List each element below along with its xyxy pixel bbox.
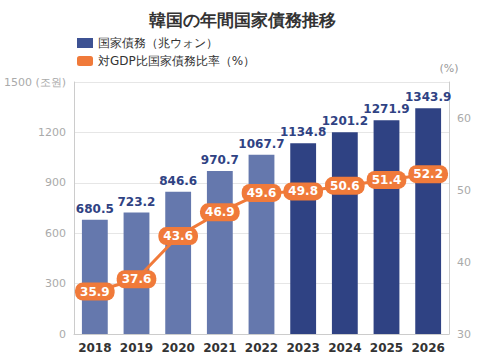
svg-text:50: 50 (457, 184, 471, 197)
svg-text:43.6: 43.6 (163, 229, 193, 243)
svg-text:0: 0 (59, 328, 66, 341)
svg-text:1271.9: 1271.9 (363, 102, 409, 116)
svg-text:1200: 1200 (38, 126, 66, 139)
svg-text:2021: 2021 (203, 341, 236, 355)
svg-text:680.5: 680.5 (76, 202, 114, 216)
svg-text:60: 60 (457, 112, 471, 125)
svg-text:35.9: 35.9 (80, 285, 110, 299)
svg-text:1067.7: 1067.7 (238, 137, 284, 151)
svg-text:50.6: 50.6 (330, 179, 360, 193)
svg-text:30: 30 (457, 328, 471, 341)
svg-text:46.9: 46.9 (205, 205, 235, 219)
svg-text:900: 900 (45, 176, 66, 189)
svg-text:2020: 2020 (161, 341, 194, 355)
svg-text:1343.9: 1343.9 (405, 90, 451, 104)
svg-text:846.6: 846.6 (159, 174, 197, 188)
svg-text:52.2: 52.2 (413, 167, 443, 181)
svg-text:37.6: 37.6 (122, 272, 152, 286)
svg-text:2019: 2019 (120, 341, 153, 355)
svg-text:51.4: 51.4 (372, 173, 402, 187)
svg-text:国家債務（兆ウォン）: 国家債務（兆ウォン） (98, 36, 218, 50)
svg-text:2024: 2024 (328, 341, 361, 355)
svg-text:1201.2: 1201.2 (322, 114, 368, 128)
svg-text:723.2: 723.2 (118, 195, 156, 209)
svg-text:970.7: 970.7 (201, 153, 239, 167)
svg-text:2023: 2023 (286, 341, 319, 355)
svg-text:1134.8: 1134.8 (280, 125, 326, 139)
svg-text:2026: 2026 (411, 341, 444, 355)
svg-text:600: 600 (45, 227, 66, 240)
svg-text:韓国の年間国家債務推移: 韓国の年間国家債務推移 (149, 10, 336, 30)
svg-text:49.6: 49.6 (247, 186, 277, 200)
svg-text:1500 (조원): 1500 (조원) (4, 76, 66, 89)
svg-text:300: 300 (45, 277, 66, 290)
svg-text:49.8: 49.8 (288, 184, 318, 198)
svg-text:(%): (%) (439, 62, 458, 75)
svg-text:対GDP比国家債務比率（%）: 対GDP比国家債務比率（%） (98, 54, 255, 68)
svg-text:40: 40 (457, 256, 471, 269)
svg-text:2018: 2018 (78, 341, 111, 355)
svg-text:2025: 2025 (370, 341, 403, 355)
svg-text:2022: 2022 (245, 341, 278, 355)
